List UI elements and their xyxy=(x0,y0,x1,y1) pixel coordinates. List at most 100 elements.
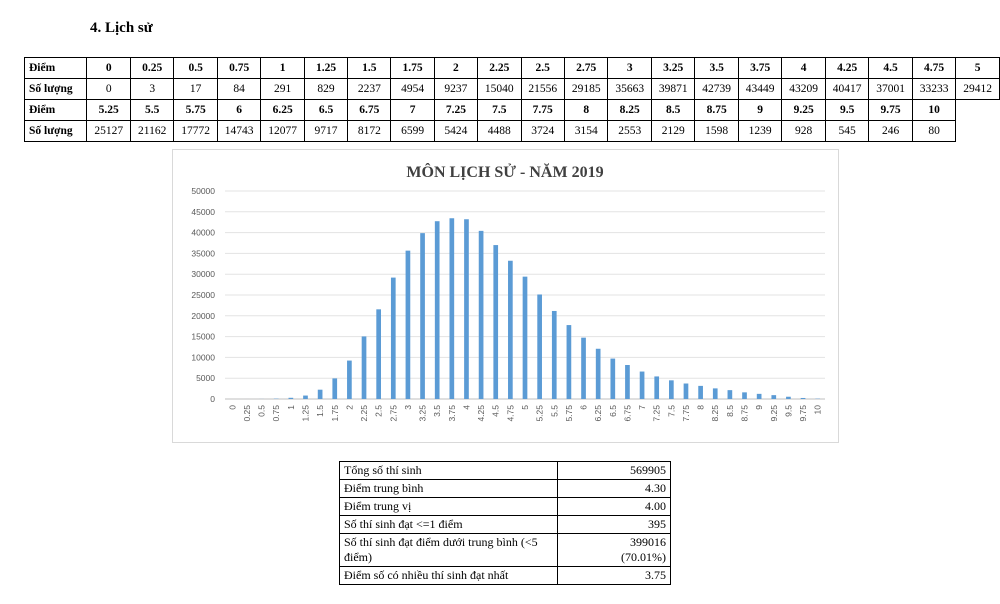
stat-value: 395 xyxy=(557,515,671,534)
score-cell: 2 xyxy=(433,57,479,79)
row-label: Điểm xyxy=(23,99,88,121)
bar xyxy=(756,393,762,399)
table-row: Điểm 5.25 5.5 5.75 6 6.25 6.5 6.75 7 7.25 7.5 7.75 8… xyxy=(23,99,1000,121)
stat-label: Điểm trung vị xyxy=(339,497,558,516)
score-cell: 8.5 xyxy=(650,99,696,121)
stat-label: Tổng số thí sinh xyxy=(339,461,558,480)
x-tick-label: 6.25 xyxy=(593,405,603,422)
score-cell: 1.25 xyxy=(303,57,349,79)
bar xyxy=(376,309,381,399)
score-cell: 5.25 xyxy=(86,99,131,121)
bar xyxy=(610,358,616,399)
bar xyxy=(727,390,733,399)
x-tick-label: 5.75 xyxy=(564,405,574,422)
score-cell: 1.5 xyxy=(347,57,392,79)
x-tick-label: 4.25 xyxy=(476,405,486,422)
score-cell: 5.5 xyxy=(129,99,175,121)
y-tick-label: 20000 xyxy=(191,311,215,321)
stat-value-text: 395 xyxy=(648,517,666,531)
x-tick-label: 1.5 xyxy=(315,405,325,417)
x-tick-label: 4.75 xyxy=(505,405,515,422)
count-cell: 17772 xyxy=(173,120,218,142)
x-tick-label: 2.25 xyxy=(359,405,369,422)
count-cell: 9717 xyxy=(303,120,349,142)
score-cell: 9.75 xyxy=(868,99,913,121)
stat-value: 4.30 xyxy=(557,479,671,498)
bar xyxy=(800,397,806,399)
score-cell: 5 xyxy=(955,57,1000,79)
stat-value: 569905 xyxy=(557,461,671,480)
score-cell: 3.75 xyxy=(737,57,783,79)
y-tick-label: 45000 xyxy=(191,207,215,217)
score-cell: 6.5 xyxy=(303,99,349,121)
bar xyxy=(595,348,601,399)
x-tick-label: 8 xyxy=(696,405,706,410)
x-tick-label: 8.25 xyxy=(710,405,720,422)
x-tick-label: 9.5 xyxy=(783,405,793,417)
count-cell: 3724 xyxy=(520,120,565,142)
bar xyxy=(625,365,630,399)
stat-label: Điểm số có nhiều thí sinh đạt nhất xyxy=(339,566,558,585)
score-cell: 7.75 xyxy=(520,99,565,121)
count-cell: 0 xyxy=(86,78,131,100)
score-cell: 4.25 xyxy=(824,57,870,79)
y-tick-label: 5000 xyxy=(196,373,215,383)
score-distribution-table: Điểm 0 0.25 0.5 0.75 1 1.25 1.5 1.75 2 2.25 2.5 2.75… xyxy=(23,57,1000,142)
bar-chart: MÔN LỊCH SỬ - NĂM 2019 05000100001500020… xyxy=(191,162,825,422)
x-tick-label: 5.25 xyxy=(535,405,545,422)
bar xyxy=(434,221,440,399)
score-cell: 6.25 xyxy=(260,99,305,121)
score-cell: 8 xyxy=(563,99,609,121)
score-cell: 6.75 xyxy=(347,99,392,121)
count-cell: 545 xyxy=(824,120,870,142)
bar xyxy=(786,396,791,399)
bar xyxy=(493,245,499,399)
bar xyxy=(712,388,718,399)
count-cell: 43449 xyxy=(737,78,783,100)
bar xyxy=(361,336,367,399)
score-cell: 0.75 xyxy=(216,57,262,79)
stat-label: Số thí sinh đạt <=1 điểm xyxy=(339,515,558,534)
stat-value-text: 4.00 xyxy=(645,499,666,513)
table-row: Điểm 0 0.25 0.5 0.75 1 1.25 1.5 1.75 2 2.25 2.5 2.75… xyxy=(23,57,1000,79)
score-cell: 4.5 xyxy=(868,57,913,79)
summary-stats-table: Tổng số thí sinh 569905 Điểm trung bình 4.3… xyxy=(339,461,671,585)
count-cell: 4954 xyxy=(390,78,435,100)
y-tick-label: 35000 xyxy=(191,248,215,258)
bar xyxy=(566,325,572,399)
count-cell: 3154 xyxy=(563,120,609,142)
count-cell: 84 xyxy=(216,78,262,100)
score-cell: 7 xyxy=(390,99,435,121)
score-cell: 2.25 xyxy=(477,57,522,79)
score-cell: 4 xyxy=(781,57,826,79)
score-cell: 9 xyxy=(737,99,783,121)
x-tick-label: 3 xyxy=(403,405,413,410)
bar xyxy=(288,397,294,399)
x-tick-label: 5 xyxy=(520,405,530,410)
count-cell: 40417 xyxy=(824,78,870,100)
count-cell: 12077 xyxy=(260,120,305,142)
section-heading: 4. Lịch sử xyxy=(90,20,153,36)
y-tick-label: 10000 xyxy=(191,352,215,362)
score-cell: 3.5 xyxy=(694,57,739,79)
x-tick-label: 8.5 xyxy=(725,405,735,417)
score-cell: 0 xyxy=(86,57,131,79)
count-cell: 15040 xyxy=(477,78,522,100)
x-tick-label: 0.75 xyxy=(271,405,281,422)
score-cell: 0.5 xyxy=(173,57,218,79)
bar xyxy=(551,310,557,399)
y-tick-label: 40000 xyxy=(191,228,215,238)
count-cell: 1598 xyxy=(694,120,739,142)
count-cell: 17 xyxy=(173,78,218,100)
x-tick-label: 2.75 xyxy=(388,405,398,422)
stat-value-text: 3.75 xyxy=(645,568,666,582)
count-cell: 291 xyxy=(260,78,305,100)
count-cell: 5424 xyxy=(433,120,479,142)
row-label: Số lượng xyxy=(23,120,88,142)
count-cell: 29412 xyxy=(955,78,1000,100)
stats-row: Điểm trung vị 4.00 xyxy=(339,497,671,516)
x-tick-label: 9.25 xyxy=(769,405,779,422)
stat-value: 3.75 xyxy=(557,566,671,585)
x-tick-label: 7 xyxy=(637,405,647,410)
count-cell: 4488 xyxy=(477,120,522,142)
